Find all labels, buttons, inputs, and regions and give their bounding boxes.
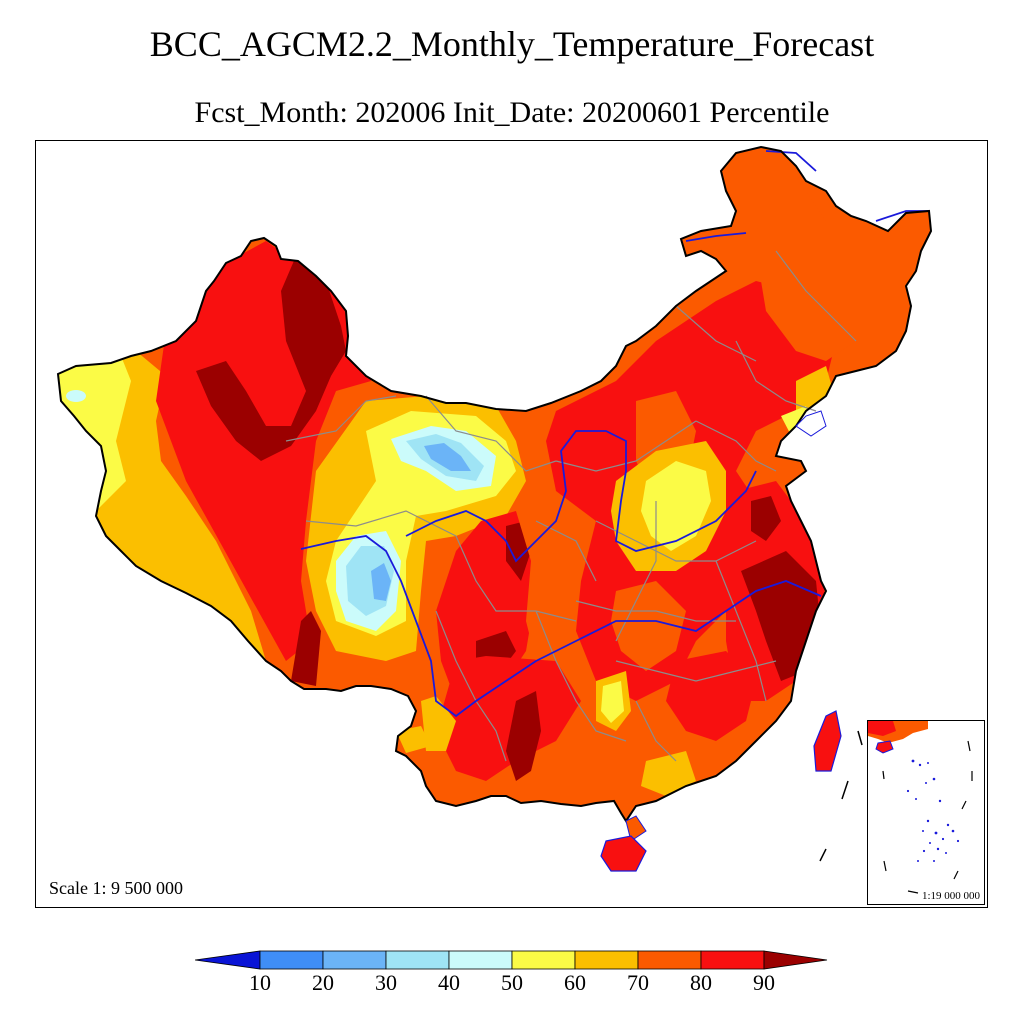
map-svg: [56, 145, 933, 872]
legend-swatch: [322, 950, 387, 970]
bohai-coast: [795, 410, 827, 437]
color-legend: 10 20 30 40 50 60 70 80 90: [194, 948, 830, 1008]
legend-swatch: [448, 950, 513, 970]
legend-tick-label: 30: [375, 970, 397, 995]
province-line: [555, 420, 697, 472]
province-line: [695, 420, 777, 472]
legend-low-arrow: [194, 950, 261, 970]
map-scale-label: Scale 1: 9 500 000: [49, 878, 183, 898]
fill-xinjiang-90plus: [196, 256, 346, 461]
map-frame: Scale 1: 9 500 000: [35, 140, 988, 908]
heilong-river: [765, 150, 817, 172]
taiwan-island: [813, 710, 842, 772]
legend-tick-label: 80: [690, 970, 712, 995]
fill-hunan-70-80: [611, 581, 686, 671]
province-line: [715, 560, 767, 702]
fill-qinghai-20-30: [371, 563, 391, 601]
temperature-fill-layer: [58, 147, 931, 821]
inset-dashes: [882, 740, 973, 894]
fill-jilin-70-80: [756, 246, 866, 361]
inset-scale-label: 1:19 000 000: [921, 890, 980, 902]
fill-west-40-50: [66, 390, 86, 402]
province-line: [575, 600, 736, 622]
fill-jiangxi-80-90: [666, 651, 756, 741]
province-line: [635, 700, 677, 762]
fill-sw-edge-60-70: [396, 726, 431, 753]
legend-tick-label: 20: [312, 970, 334, 995]
legend-swatch: [385, 950, 450, 970]
fill-zhejiang-90plus: [741, 551, 821, 681]
province-line: [535, 610, 627, 742]
amur-river: [685, 232, 747, 242]
inset-hainan: [875, 740, 894, 754]
south-china-sea-inset: 1:19 000 000: [867, 720, 985, 905]
chart-title: BCC_AGCM2.2_Monthly_Temperature_Forecast: [149, 24, 875, 64]
legend-swatch: [637, 950, 702, 970]
legend-swatch: [511, 950, 576, 970]
legend-tick-label: 60: [564, 970, 586, 995]
fill-yunnan-90plus: [506, 691, 541, 781]
yangtze-river: [300, 535, 822, 718]
province-line: [285, 395, 397, 442]
inset-svg: [868, 721, 973, 894]
sea-dashes: [819, 730, 863, 862]
province-line: [615, 660, 777, 682]
legend-swatch: [700, 950, 765, 970]
fill-sw-60-70: [421, 696, 456, 751]
chart-subtitle: Fcst_Month: 202006 Init_Date: 20200601 P…: [194, 96, 830, 129]
sea-dash: [841, 780, 849, 800]
fill-yunnan-80-90: [436, 656, 581, 781]
yellow-river: [405, 430, 757, 563]
fill-tibet-90plus: [291, 611, 321, 686]
province-line: [455, 535, 577, 622]
province-line: [775, 250, 857, 342]
inset-mainland-red: [868, 721, 896, 736]
province-line: [595, 520, 757, 562]
legend-swatch: [259, 950, 324, 970]
rivers-layer: [300, 150, 929, 718]
sea-dash: [819, 848, 827, 862]
sea-dash: [857, 730, 863, 746]
fill-henan-50-60: [641, 461, 711, 551]
china-border: [56, 145, 933, 823]
legend-tick-label: 40: [438, 970, 460, 995]
fill-jiangsu-90plus: [751, 496, 781, 541]
legend-bar: [194, 950, 828, 970]
fill-central-70-80: [516, 501, 576, 661]
province-line: [675, 305, 757, 362]
legend-tick-label: 10: [249, 970, 271, 995]
province-line: [735, 340, 817, 412]
legend-tick-label: 90: [753, 970, 775, 995]
hainan-island: [600, 835, 647, 872]
fill-gansu-20-30: [424, 443, 471, 471]
fill-guangxi-50-60: [601, 681, 624, 723]
fill-guangdong-60-70: [641, 751, 696, 796]
legend-tick-label: 50: [501, 970, 523, 995]
province-line: [425, 395, 557, 472]
leizhou-peninsula: [625, 815, 647, 842]
fill-heilongjiang-70-80: [736, 161, 826, 261]
legend-tick-label: 70: [627, 970, 649, 995]
legend-swatch: [574, 950, 639, 970]
legend-high-arrow: [763, 950, 828, 970]
inset-islands: [906, 759, 960, 862]
